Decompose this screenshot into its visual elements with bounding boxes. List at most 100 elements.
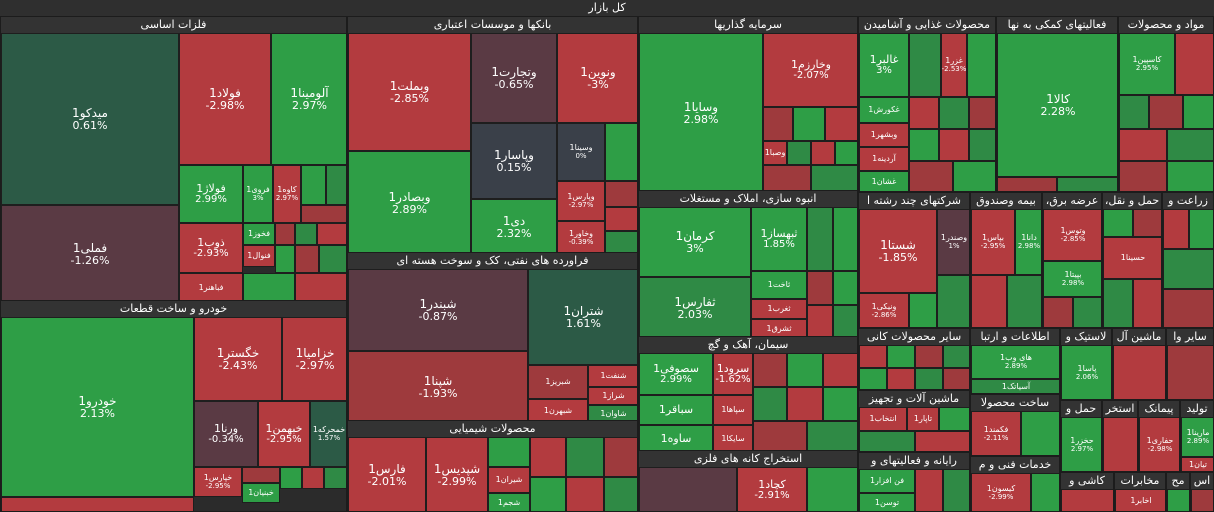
tile-bepas[interactable]: بپاس1 -2.95% — [971, 209, 1015, 275]
sector-pharma[interactable]: مح — [1166, 472, 1190, 512]
tile-fd10[interactable] — [953, 161, 995, 191]
sector-other[interactable]: ساخت محصولا فکمند1 -2.11% — [970, 394, 1060, 456]
tile-fbahonar[interactable]: فباهنر1 — [179, 273, 243, 301]
tile-ghkourosh[interactable]: غکورش1 — [859, 97, 909, 123]
tile-vabemellat[interactable]: وبملت1 -2.85% — [348, 33, 471, 151]
tile-in1[interactable] — [971, 275, 1007, 327]
tile-a3[interactable] — [302, 467, 324, 489]
tile-ag4[interactable] — [1163, 289, 1213, 327]
sector-banks[interactable]: بانکها و موسسات اعتباری وبملت1 -2.85% وتج… — [347, 16, 638, 254]
tile-te1[interactable] — [1031, 473, 1059, 511]
tile-q1[interactable] — [1103, 417, 1137, 471]
tile-c4[interactable] — [604, 437, 637, 477]
tile-a4[interactable] — [324, 467, 346, 489]
sector-misc[interactable]: اس — [1190, 472, 1214, 512]
tile-i3[interactable] — [825, 107, 857, 141]
tile-fd3[interactable] — [909, 97, 939, 129]
sector-tiles[interactable]: کاشی و — [1060, 472, 1114, 512]
tile-f8[interactable] — [295, 245, 319, 273]
sector-telecom[interactable]: مخابرات اخابر1 — [1114, 472, 1166, 512]
tile-kayson[interactable]: کیسون1 -2.99% — [971, 473, 1031, 511]
sector-food[interactable]: محصولات غذایی و آشامیدن غالبر1 3% غزر1 -2.… — [858, 16, 996, 192]
tile-sayka[interactable]: سایکا1 — [713, 425, 753, 451]
sector-insurance[interactable]: بیمه وصندوق بپاس1 -2.95% دانا1 2.98% — [970, 192, 1042, 328]
tile-m10[interactable] — [807, 467, 857, 511]
tile-c6[interactable] — [566, 477, 604, 511]
tile-ut2[interactable] — [1073, 297, 1101, 327]
tile-vakharazm[interactable]: وخارزم1 -2.07% — [763, 33, 857, 107]
tile-dana[interactable]: دانا1 2.98% — [1015, 209, 1041, 275]
tile-saveh[interactable]: ساوه1 — [639, 425, 713, 451]
tile-fameli[interactable]: فملی1 -1.26% — [1, 205, 179, 301]
tile-s6[interactable] — [833, 305, 857, 337]
tile-tapar[interactable]: تاپار1 — [907, 407, 939, 431]
sector-invest[interactable]: سرمایه گذاریها وسایا1 2.98% وخارزم1 -2.07%… — [638, 16, 858, 192]
tile-fd8[interactable] — [969, 129, 995, 161]
tile-i1[interactable] — [763, 107, 793, 141]
tile-m1[interactable] — [753, 353, 787, 387]
tile-shebahran[interactable]: شبهرن1 — [528, 399, 588, 421]
sector-utility[interactable]: عرضه برق، وتوس1 -2.85% بپیتا1 2.98% — [1042, 192, 1102, 328]
tile-ag2[interactable] — [1189, 209, 1213, 249]
tile-varna[interactable]: ورنا1 -0.34% — [194, 401, 258, 467]
tile-sp2[interactable] — [1057, 177, 1117, 191]
sector-othermin[interactable]: سایر محصولات کانی — [858, 328, 970, 390]
tile-om8[interactable] — [943, 368, 969, 389]
tile-sp1[interactable] — [997, 177, 1057, 191]
tile-vapasar[interactable]: وپاسار1 0.15% — [471, 123, 557, 199]
tile-f1[interactable] — [301, 165, 326, 205]
tile-mq2[interactable] — [859, 431, 915, 451]
tile-mt6[interactable] — [1167, 129, 1213, 161]
tile-midco[interactable]: میدکو1 0.61% — [1, 33, 179, 205]
tile-f6[interactable] — [317, 223, 346, 245]
sector-prod[interactable]: تولید مارینا1 2.89% تیان1 — [1180, 400, 1214, 472]
tile-i7[interactable] — [763, 165, 811, 191]
tile-mt3[interactable] — [1149, 95, 1183, 129]
sector-plastic[interactable]: لاستیک و پاسا1 2.06% — [1060, 328, 1112, 400]
tile-vatejarat[interactable]: وتجارت1 -0.65% — [471, 33, 557, 123]
sector-mining[interactable]: استخراج کانه های فلزی کچاد1 -2.91% — [638, 450, 858, 512]
tile-fars[interactable]: فارس1 -2.01% — [348, 437, 426, 511]
sector-transport[interactable]: حمل و نقل، حسینا1 — [1102, 192, 1162, 328]
tile-f10[interactable] — [243, 273, 295, 301]
sector-metals[interactable]: فلزات اساسی میدکو1 0.61% فولاد1 -2.98% آلو… — [0, 16, 347, 302]
tile-hesina[interactable]: حسینا1 — [1103, 237, 1161, 279]
sector-contract[interactable]: پیمانک حفاری1 -2.98% — [1138, 400, 1180, 472]
tile-vasandar[interactable]: وصندر1 1% — [937, 209, 969, 275]
tile-kala[interactable]: کالا1 2.28% — [997, 33, 1117, 177]
tile-mq1[interactable] — [939, 407, 969, 431]
sector-machinery[interactable]: ماشین آلات و تجهیز انتخاب1 تاپار1 — [858, 390, 970, 452]
tile-om6[interactable] — [887, 368, 915, 389]
tile-hiweb[interactable]: های وب1 2.89% — [971, 345, 1059, 379]
tile-saghreb[interactable]: ثغرب1 — [751, 299, 807, 319]
tile-khgostar[interactable]: خگستر1 -2.43% — [194, 317, 282, 401]
tile-fanafzar[interactable]: فن افزار1 — [859, 469, 915, 493]
tile-kerman[interactable]: کرمان1 3% — [639, 207, 751, 277]
tile-khbonyan[interactable]: خبنیان1 — [242, 483, 280, 503]
sector-support[interactable]: فعالیتهای کمکی به نها کالا1 2.28% — [996, 16, 1118, 192]
tile-f2[interactable] — [326, 165, 346, 205]
tile-mt2[interactable] — [1119, 95, 1149, 129]
tile-vatous[interactable]: وتوس1 -2.85% — [1043, 209, 1101, 261]
tile-c3[interactable] — [566, 437, 604, 477]
tile-ox1[interactable] — [1167, 345, 1213, 399]
tile-ag1[interactable] — [1163, 209, 1189, 249]
tile-fd1[interactable] — [909, 33, 941, 97]
tile-marina[interactable]: مارینا1 2.89% — [1181, 417, 1213, 457]
tile-khzamia[interactable]: خزامیا1 -2.97% — [282, 317, 346, 401]
tile-ghazar[interactable]: غزر1 -2.53% — [941, 33, 967, 97]
tile-ghalbar[interactable]: غالبر1 3% — [859, 33, 909, 97]
tile-c7[interactable] — [604, 477, 637, 511]
tile-m6[interactable] — [823, 387, 857, 421]
tile-fd5[interactable] — [969, 97, 995, 129]
tile-ot1[interactable] — [1021, 411, 1059, 455]
tile-khmoharekeh[interactable]: خمحرکه1 1.57% — [310, 401, 346, 467]
tile-vakhavar[interactable]: وخاور1 -0.39% — [557, 221, 605, 253]
tile-dey[interactable]: دی1 2.32% — [471, 199, 557, 253]
sector-transport2[interactable]: حمل و حخزر1 2.97% — [1060, 400, 1102, 472]
tile-tr4[interactable] — [1133, 279, 1161, 327]
tile-f5[interactable] — [295, 223, 317, 245]
tile-cp2[interactable] — [943, 469, 969, 511]
sector-build[interactable]: انبوه سازی، املاک و مستغلات کرمان1 3% ثبه… — [638, 190, 858, 338]
tile-safars[interactable]: ثفارس1 2.03% — [639, 277, 751, 337]
